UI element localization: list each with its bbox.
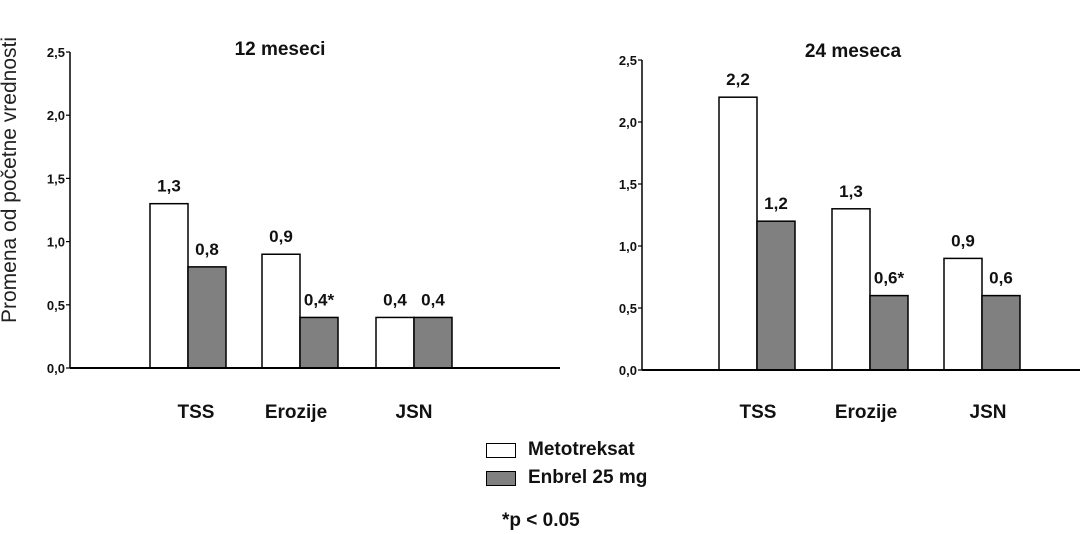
bar-metotreksat — [261, 253, 301, 369]
data-label: 0,4 — [383, 290, 407, 309]
y-tick-label: 0,0 — [47, 361, 65, 376]
category-label: JSN — [970, 402, 1007, 423]
category-label: TSS — [178, 402, 215, 423]
bar-metotreksat — [831, 208, 871, 371]
y-tick-label: 1,5 — [619, 177, 637, 192]
data-label: 1,2 — [764, 194, 788, 213]
data-label: 0,6 — [989, 269, 1013, 288]
y-tick-label: 2,0 — [47, 108, 65, 123]
data-label: 1,3 — [839, 182, 863, 201]
legend-swatch-metotreksat — [486, 442, 516, 458]
y-tick-label: 0,5 — [47, 298, 65, 313]
y-tick-label: 2,0 — [619, 115, 637, 130]
bar-metotreksat — [149, 202, 189, 369]
y-tick-label: 1,5 — [47, 171, 65, 186]
data-label: 1,3 — [157, 177, 181, 196]
bar-enbrel — [981, 294, 1021, 371]
data-label: 0,9 — [269, 227, 293, 246]
legend-item-enbrel: Enbrel 25 mg — [486, 464, 647, 492]
category-label: Erozije — [835, 402, 897, 423]
data-label: 0,4* — [304, 290, 335, 309]
bar-metotreksat — [718, 96, 758, 371]
y-tick-label: 2,5 — [47, 45, 65, 60]
legend-item-metotreksat: Metotreksat — [486, 436, 647, 464]
legend-swatch-enbrel — [486, 470, 516, 486]
bar-enbrel — [413, 316, 453, 369]
bar-enbrel — [299, 316, 339, 369]
category-label: TSS — [740, 402, 777, 423]
y-tick-label: 1,0 — [619, 239, 637, 254]
footnote: *p < 0.05 — [502, 510, 580, 531]
y-tick-label: 1,0 — [47, 235, 65, 250]
bar-enbrel — [187, 266, 227, 369]
data-label: 0,6* — [874, 269, 905, 288]
data-label: 0,4 — [421, 290, 445, 309]
bar-metotreksat — [375, 316, 415, 369]
legend-label: Enbrel 25 mg — [528, 467, 648, 488]
bar-enbrel — [869, 294, 909, 371]
y-tick-label: 0,5 — [619, 301, 637, 316]
chart-title: 24 meseca — [805, 41, 902, 62]
data-label: 0,9 — [951, 231, 975, 250]
legend: Metotreksat Enbrel 25 mg — [486, 436, 647, 492]
category-label: JSN — [396, 402, 433, 423]
y-tick-label: 0,0 — [619, 363, 637, 378]
chart-title: 12 meseci — [235, 39, 326, 60]
bar-enbrel — [756, 220, 796, 371]
y-tick-label: 2,5 — [619, 53, 637, 68]
category-label: Erozije — [265, 402, 327, 423]
data-label: 2,2 — [726, 70, 750, 89]
data-label: 0,8 — [195, 240, 219, 259]
bar-metotreksat — [943, 257, 983, 371]
legend-label: Metotreksat — [528, 439, 635, 460]
